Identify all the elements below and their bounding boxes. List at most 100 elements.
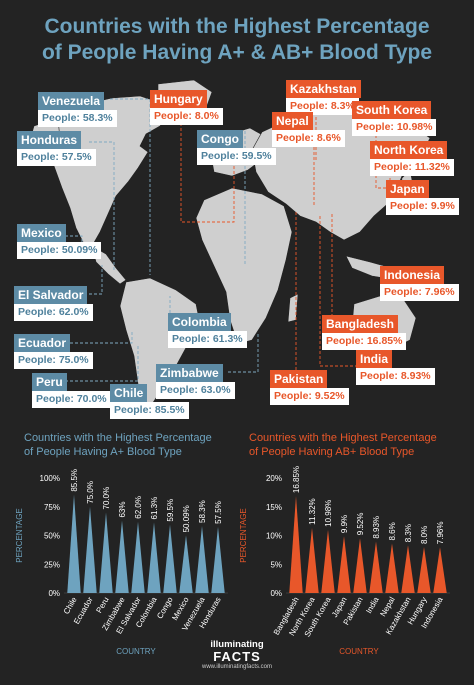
map-label-country: Venezuela [38,92,105,110]
y-tick-label: 100% [40,474,60,483]
map-label-value: People: 7.96% [380,284,459,301]
map-label-value: People: 85.5% [110,402,189,419]
chart-a-plus: 0%25%50%75%100% 85.5%Chile75.0%Ecuador70.… [15,469,228,656]
data-label: 58.3% [198,500,207,523]
bar-congo [163,524,177,593]
chart-title-line: of People Having AB+ Blood Type [249,446,415,458]
map-label-value: People: 70.0% [32,391,111,408]
footer-url: www.illuminatingfacts.com [201,664,273,670]
map-label-value: People: 57.5% [17,149,96,166]
map-label-ecuador: Ecuador People: 75.0% [14,334,93,369]
bar-venezuela [195,525,209,593]
map-label-value: People: 8.0% [150,108,223,125]
title-line-1: Countries with the Highest Percentage [44,15,430,38]
data-label: 9.52% [356,513,365,536]
map-label-japan: Japan People: 9.9% [386,180,459,215]
map-label-honduras: Honduras People: 57.5% [17,131,96,166]
map-label-value: People: 8.93% [356,368,435,385]
bar-pakistan [353,538,367,593]
logo-line-2: FACTS [213,649,261,664]
map-label-country: Mexico [17,224,66,242]
bar-colombia [147,522,161,593]
bar-nepal [385,543,399,593]
data-label: 8.0% [420,526,429,544]
map-label-value: People: 9.9% [386,198,459,215]
map-label-country: North Korea [370,141,448,159]
map-label-nepal: Nepal People: 8.6% [272,112,345,147]
data-label: 57.5% [214,501,223,524]
x-tick-label: Peru [94,596,110,615]
y-tick-label: 0% [48,589,60,598]
map-label-value: People: 75.0% [14,352,93,369]
map-label-value: People: 62.0% [14,304,93,321]
map-label-value: People: 50.09% [17,242,102,259]
map-label-zimbabwe: Zimbabwe People: 63.0% [156,364,235,399]
data-label: 8.6% [388,522,397,540]
y-tick-label: 5% [270,560,282,569]
data-label: 59.5% [166,499,175,522]
y-tick-label: 0% [270,589,282,598]
logo-line-1: illuminating [210,639,264,650]
chart-title-line: Countries with the Highest Percentage [24,432,212,444]
bar-north-korea [305,527,319,593]
map-label-country: India [356,350,393,368]
map-label-country: Congo [197,130,243,148]
y-tick-label: 10% [266,532,282,541]
map-label-venezuela: Venezuela People: 58.3% [38,92,117,127]
data-label: 61.3% [150,497,159,520]
y-tick-label: 20% [266,474,282,483]
bar-chile [67,494,81,593]
bar-ecuador [83,506,97,593]
x-axis-label: COUNTRY [339,647,379,656]
map-label-value: People: 8.6% [272,130,345,147]
map-label-value: People: 10.98% [352,119,437,136]
map-label-colombia: Colombia People: 61.3% [168,313,247,348]
bar-honduras [211,526,225,593]
map-label-pakistan: Pakistan People: 9.52% [270,370,349,405]
y-axis-label: PERCENTAGE [239,508,248,563]
data-label: 50.09% [182,505,191,532]
map-label-value: People: 8.3% [286,98,359,115]
map-label-peru: Peru People: 70.0% [32,373,111,408]
map-label-country: Indonesia [380,266,445,284]
chart-a-plus-title: Countries with the Highest Percentage of… [24,431,249,459]
data-label: 70.0% [102,487,111,510]
chart-ab-plus: 0%5%10%15%20% 16.85%Bangladesh11.32%North… [239,466,450,656]
bar-japan [337,536,351,593]
chart-title-line: Countries with the Highest Percentage [249,432,437,444]
map-label-country: El Salvador [14,286,88,304]
map-label-el-salvador: El Salvador People: 62.0% [14,286,93,321]
y-axis-label: PERCENTAGE [15,508,24,563]
map-label-value: People: 58.3% [38,110,117,127]
data-label: 11.32% [308,498,317,525]
map-label-value: People: 59.5% [197,148,276,165]
map-label-country: Nepal [272,112,313,130]
map-label-south-korea: South Korea People: 10.98% [352,101,437,136]
data-label: 8.3% [404,524,413,542]
map-label-hungary: Hungary People: 8.0% [150,90,223,125]
map-label-congo: Congo People: 59.5% [197,130,276,165]
data-label: 8.93% [372,516,381,539]
map-label-country: Honduras [17,131,82,149]
y-tick-label: 15% [266,503,282,512]
data-label: 7.96% [436,522,445,545]
map-label-value: People: 61.3% [168,331,247,348]
map-label-country: Chile [110,384,148,402]
map-label-country: Colombia [168,313,231,331]
map-label-north-korea: North Korea People: 11.32% [370,141,454,176]
bar-mexico [179,535,193,593]
map-label-country: Hungary [150,90,207,108]
x-axis-label: COUNTRY [116,647,156,656]
chart-title-line: of People Having A+ Blood Type [24,446,182,458]
footer: illuminating FACTS www.illuminatingfacts… [0,640,474,672]
map-label-country: Peru [32,373,67,391]
data-label: 62.0% [134,496,143,519]
y-tick-label: 25% [44,560,60,569]
map-label-chile: Chile People: 85.5% [110,384,189,419]
map-label-kazakhstan: Kazakhstan People: 8.3% [286,80,361,115]
map-label-bangladesh: Bangladesh People: 16.85% [322,315,407,350]
bar-bangladesh [289,496,303,593]
map-label-country: Zimbabwe [156,364,223,382]
y-tick-label: 50% [44,532,60,541]
